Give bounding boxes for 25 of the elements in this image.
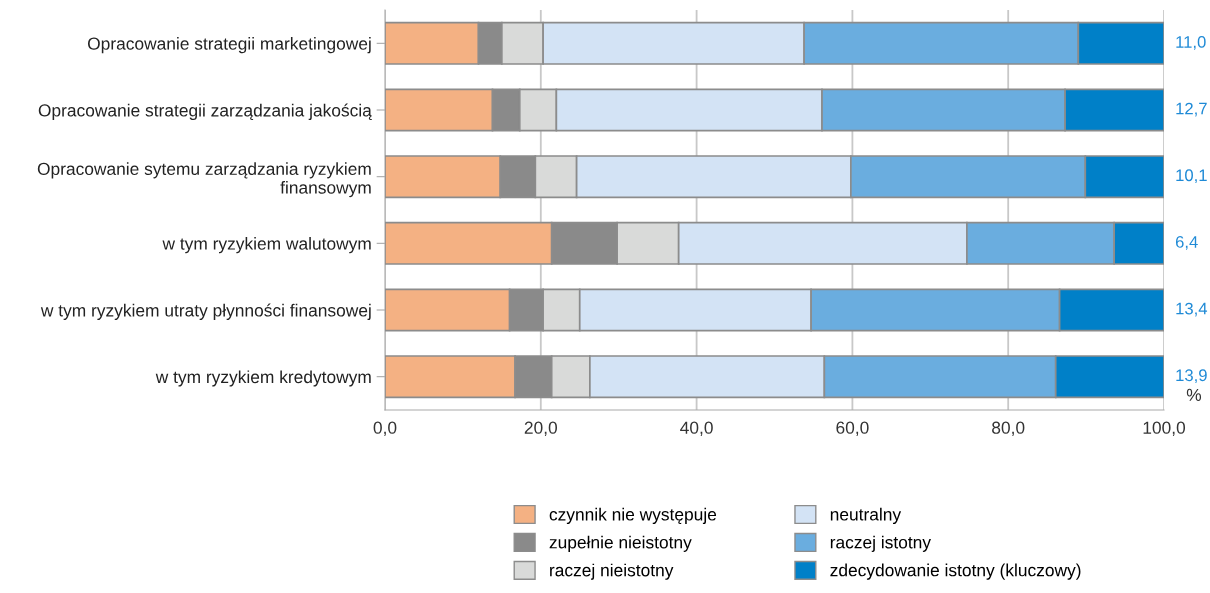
x-tick-label: 0,0 — [373, 421, 397, 436]
y-tick-label: Opracowanie strategii zarządzania jakością — [38, 103, 372, 121]
x-tick-label: 20,0 — [524, 421, 558, 436]
data-label: 10,1 — [1176, 169, 1207, 184]
x-tick-label: 80,0 — [992, 421, 1025, 436]
data-label: 11,0 — [1176, 36, 1206, 50]
x-tick-label: 40,0 — [680, 421, 713, 436]
y-tick-label: w tym ryzykiem kredytowym — [155, 370, 371, 387]
y-tick-label: w tym ryzykiem utraty płynności finansowej — [40, 303, 371, 320]
y-tick-label: Opracowanie strategii marketingowej — [87, 37, 371, 54]
y-tick-label: w tym ryzykiem walutowym — [162, 237, 371, 254]
x-tick-label: 60,0 — [836, 421, 869, 436]
data-label: 12,7 — [1176, 102, 1207, 117]
legend-label: neutralny — [830, 507, 902, 524]
legend-label: czynnik nie występuje — [549, 507, 717, 524]
legend-label: zupełnie nieistotny — [549, 535, 692, 552]
x-axis-title: % — [1186, 388, 1202, 401]
data-label: 13,9 — [1176, 369, 1207, 384]
data-label: 6,4 — [1175, 236, 1198, 250]
data-label: 13,4 — [1176, 302, 1208, 317]
y-tick-label: Opracowanie sytemu zarządzania ryzykiem finansowym — [37, 162, 371, 198]
legend-label: zdecydowanie istotny (kluczowy) — [830, 563, 1081, 580]
legend-label: raczej nieistotny — [550, 563, 674, 580]
legend-label: raczej istotny — [830, 535, 931, 552]
x-tick-label: 100,0 — [1143, 421, 1186, 436]
